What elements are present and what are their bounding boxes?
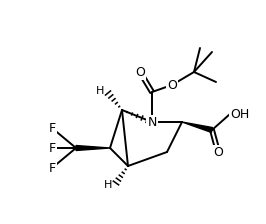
Text: N: N xyxy=(147,116,157,129)
Text: F: F xyxy=(48,162,56,174)
Text: O: O xyxy=(167,78,177,91)
Polygon shape xyxy=(182,122,213,132)
Text: H: H xyxy=(104,180,112,190)
Text: F: F xyxy=(48,142,56,155)
Polygon shape xyxy=(76,146,110,151)
Text: O: O xyxy=(213,146,223,159)
Text: H: H xyxy=(95,86,104,96)
Text: OH: OH xyxy=(230,108,249,121)
Text: O: O xyxy=(135,65,145,78)
Text: F: F xyxy=(48,121,56,134)
